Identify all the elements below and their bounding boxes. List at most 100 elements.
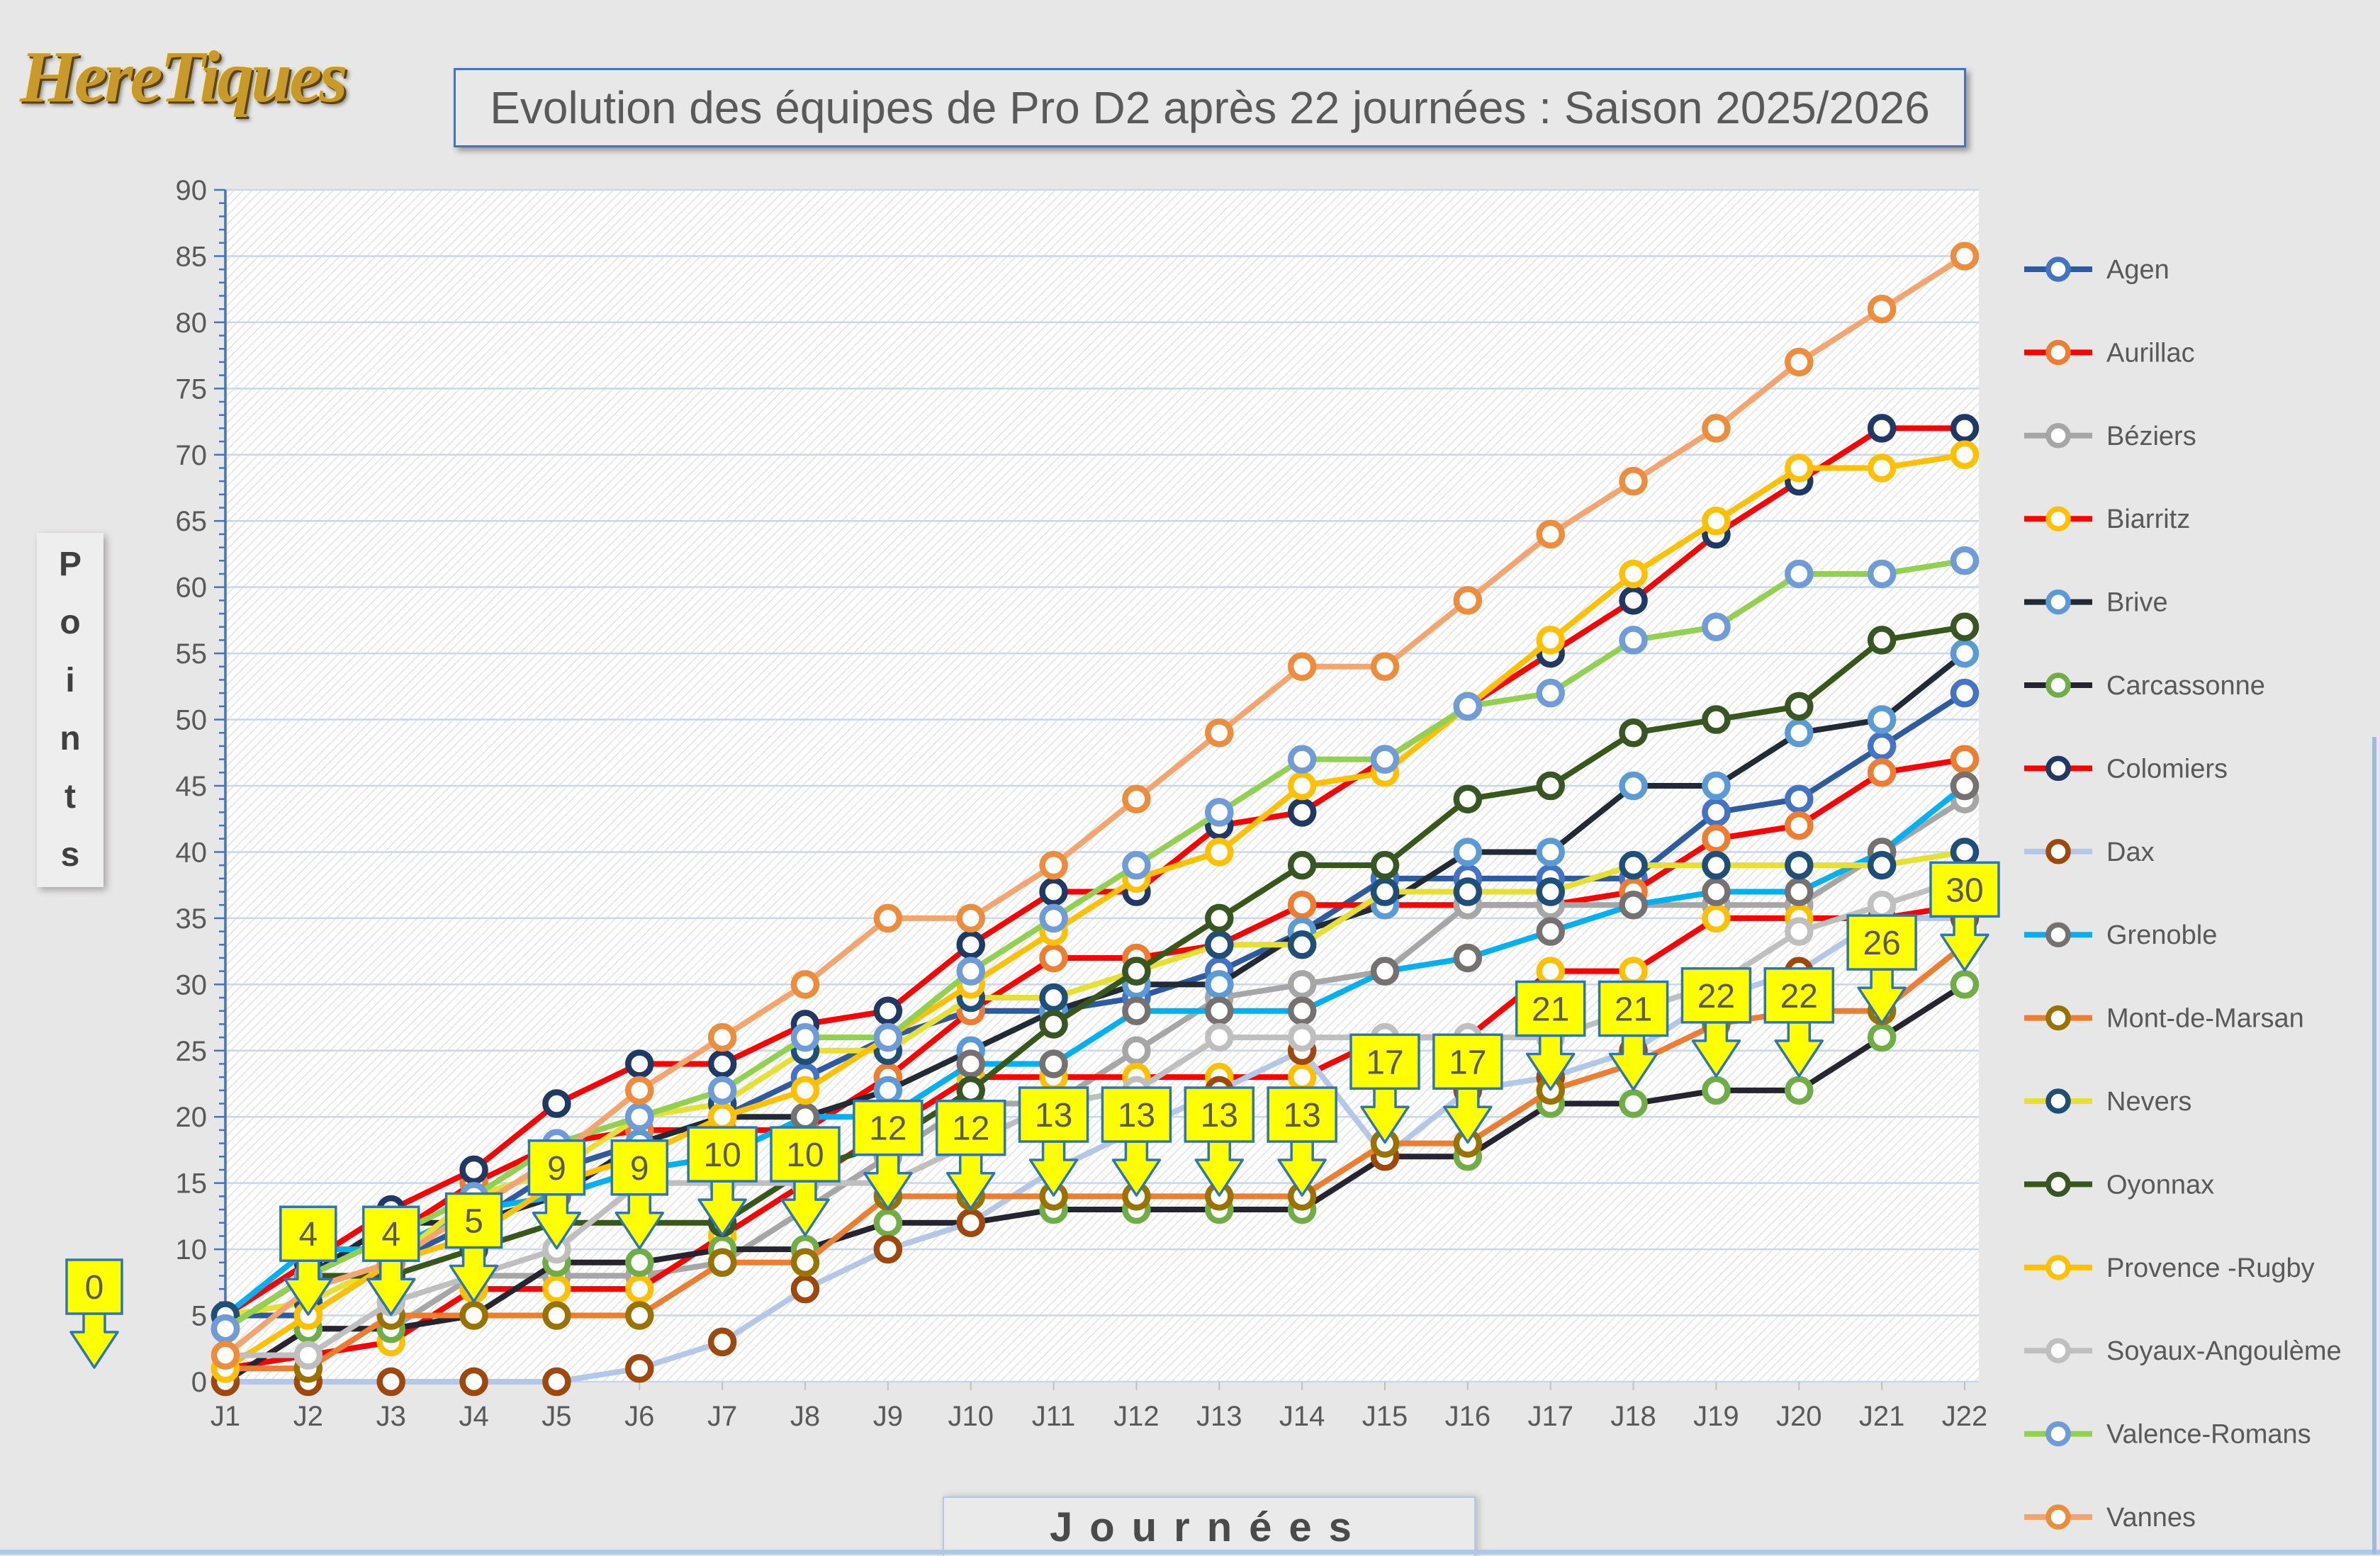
data-point <box>1453 838 1483 867</box>
data-point <box>707 1049 737 1078</box>
legend-label: Béziers <box>2106 422 2196 451</box>
data-point <box>1702 903 1731 933</box>
page-title: Evolution des équipes de Pro D2 après 22… <box>490 82 1930 133</box>
data-point <box>956 1076 985 1105</box>
data-point <box>459 1155 488 1185</box>
x-tick-label: J13 <box>1196 1401 1242 1432</box>
data-point <box>1702 705 1731 734</box>
data-point <box>956 903 985 933</box>
data-point <box>1205 1022 1234 1052</box>
x-tick-label: J14 <box>1279 1401 1325 1432</box>
x-tick-label: J4 <box>459 1401 488 1432</box>
data-point <box>1950 414 1980 443</box>
data-point <box>1039 1049 1068 1078</box>
x-tick-label: J1 <box>211 1401 240 1432</box>
legend-item-grenoble: Grenoble <box>2024 920 2217 950</box>
y-tick-label: 90 <box>176 175 208 206</box>
data-point <box>1702 850 1731 880</box>
callout-j1: 0 <box>65 1258 123 1369</box>
data-point <box>1867 850 1897 880</box>
y-axis-label-letter: P <box>58 546 82 583</box>
callout-value: 13 <box>1035 1097 1072 1134</box>
data-point <box>1453 692 1483 721</box>
data-point <box>1785 917 1814 946</box>
data-point <box>1287 970 1317 999</box>
x-tick-label: J7 <box>707 1401 737 1432</box>
y-tick-label: 65 <box>176 506 208 537</box>
data-point <box>1950 546 1980 575</box>
data-point <box>293 1341 323 1370</box>
callout-j7: 10 <box>687 1126 758 1236</box>
data-point <box>1867 1022 1897 1052</box>
y-tick-label: 10 <box>176 1234 208 1265</box>
x-tick-label: J20 <box>1776 1401 1822 1432</box>
callout-value: 9 <box>630 1150 649 1188</box>
legend-item-agen: Agen <box>2024 255 2169 285</box>
data-point <box>1785 877 1814 906</box>
y-tick-label: 35 <box>176 903 208 935</box>
data-point <box>1536 678 1565 708</box>
data-point <box>1205 970 1234 999</box>
data-point <box>625 1076 654 1105</box>
data-point <box>1205 903 1234 933</box>
y-tick-label: 60 <box>176 573 208 604</box>
legend-item-b-ziers: Béziers <box>2024 422 2196 451</box>
legend-item-soyaux-angoul-me: Soyaux-Angoulème <box>2024 1336 2342 1366</box>
callout-value: 5 <box>464 1203 483 1241</box>
x-tick-label: J11 <box>1032 1401 1076 1432</box>
data-point <box>790 1076 820 1105</box>
data-point <box>1122 850 1151 880</box>
data-point <box>1370 957 1400 986</box>
series-mont-de-marsan <box>211 930 1980 1383</box>
data-point <box>1287 1062 1317 1092</box>
callout-value: 10 <box>703 1137 741 1174</box>
data-point <box>1287 798 1317 827</box>
data-point <box>459 1301 488 1330</box>
callout-value: 13 <box>1201 1097 1238 1134</box>
data-point <box>1702 506 1731 536</box>
data-point <box>1702 1076 1731 1105</box>
data-point <box>873 1208 903 1237</box>
y-tick-label: 15 <box>176 1168 208 1200</box>
data-point <box>1702 612 1731 641</box>
data-point <box>1950 440 1980 470</box>
data-point <box>1536 877 1565 906</box>
legend-marker <box>2045 339 2071 366</box>
data-point <box>956 1208 985 1237</box>
legend-label: Nevers <box>2106 1087 2191 1117</box>
legend-item-colomiers: Colomiers <box>2024 754 2228 784</box>
data-point <box>707 1327 737 1357</box>
data-point <box>1205 838 1234 867</box>
legend-marker <box>2045 672 2071 698</box>
data-point <box>790 1022 820 1052</box>
legend-item-oyonnax: Oyonnax <box>2024 1170 2214 1200</box>
data-point <box>1950 970 1980 999</box>
data-point <box>790 970 820 999</box>
x-tick-label: J3 <box>376 1401 406 1432</box>
x-tick-label: J9 <box>873 1401 903 1432</box>
data-point <box>707 1248 737 1278</box>
y-tick-label: 55 <box>176 638 208 670</box>
callout-j16: 17 <box>1432 1033 1503 1144</box>
callout-value: 17 <box>1366 1044 1403 1081</box>
callout-value: 21 <box>1532 991 1569 1029</box>
x-tick-label: J6 <box>624 1401 654 1432</box>
legend-item-valence-romans: Valence-Romans <box>2024 1420 2311 1450</box>
callout-j11: 13 <box>1018 1086 1089 1197</box>
legend-item-nevers: Nevers <box>2024 1087 2191 1117</box>
data-point <box>1205 718 1234 748</box>
data-point <box>1287 652 1317 682</box>
data-point <box>1536 838 1565 867</box>
y-tick-label: 40 <box>176 837 208 868</box>
data-point <box>1867 758 1897 787</box>
callout-j14: 13 <box>1267 1086 1337 1197</box>
callout-j13: 13 <box>1184 1086 1255 1197</box>
y-axis-label-letter: o <box>60 604 81 641</box>
data-point <box>1950 745 1980 774</box>
x-axis-label-panel: Journées <box>943 1496 1476 1556</box>
data-point <box>1536 626 1565 655</box>
legend-label: Provence -Rugby <box>2106 1253 2315 1283</box>
callout-value: 13 <box>1118 1097 1155 1134</box>
data-point <box>542 1301 571 1330</box>
